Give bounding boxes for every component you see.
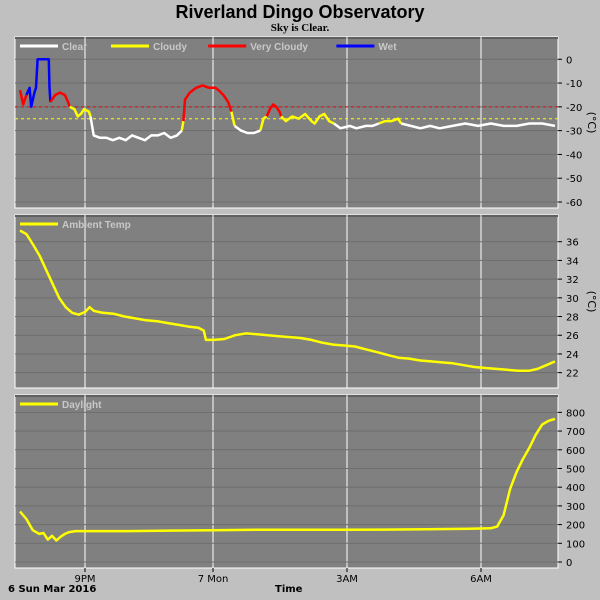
daylight-line-0	[19, 417, 556, 542]
sky-temperature-line-0	[18, 89, 28, 106]
ambient-temperature-ytick-label-3: 30	[566, 294, 579, 305]
ambient-temperature-ytick-label-1: 34	[566, 256, 579, 267]
sky-temperature-line-3	[69, 105, 92, 118]
ambient-temperature-ytick-label-5: 26	[566, 331, 579, 342]
ambient-temperature-ytick-label-2: 32	[566, 275, 579, 286]
sky-temperature-line-8	[233, 124, 261, 135]
sky-temperature-line-2	[49, 91, 71, 108]
daylight-ytick-label-4: 400	[566, 483, 585, 494]
ambient-temperature-plot-area	[14, 214, 559, 389]
daylight-ytick-label-3: 500	[566, 464, 585, 475]
sky-temperature-ytick-label-0: 0	[566, 55, 572, 66]
daylight-plot-border	[15, 395, 558, 397]
ambient-temperature-plot-border	[15, 215, 558, 217]
daylight-ytick-label-7: 100	[566, 539, 585, 550]
sky-temperature-legend-label-1: Cloudy	[153, 42, 187, 53]
daylight-legend-label-0: Daylight	[62, 400, 102, 411]
x-axis-label: Time	[275, 584, 303, 595]
page-subtitle: Sky is Clear.	[270, 22, 330, 34]
ambient-temperature-legend-label-0: Ambient Temp	[62, 220, 131, 231]
sky-temperature-ytick-label-4: -40	[566, 150, 582, 161]
sky-temperature-unit-label: (°C)	[585, 112, 598, 134]
ambient-temperature-ytick-label-0: 36	[566, 238, 579, 249]
sky-temperature-plot-area	[14, 36, 559, 209]
sky-temperature-line-10	[265, 103, 283, 117]
daylight-ytick-label-1: 700	[566, 427, 585, 438]
sky-temperature-legend-label-0: Clear	[62, 42, 87, 53]
sky-temperature-line-5	[180, 120, 185, 131]
ambient-temperature-ytick-label-4: 28	[566, 313, 579, 324]
footer-date: 6 Sun Mar 2016	[8, 584, 97, 595]
x-tick-label-2: 3AM	[336, 574, 358, 585]
x-tick-label-0: 9PM	[74, 574, 95, 585]
sky-temperature-plot-border	[15, 37, 558, 39]
x-tick-label-1: 7 Mon	[198, 574, 229, 585]
sky-temperature-line-4	[89, 116, 183, 142]
sky-temperature-line-1	[25, 58, 52, 109]
page-title: Riverland Dingo Observatory	[175, 2, 425, 22]
ambient-temperature-line-0	[19, 229, 556, 373]
sky-temperature-line-6	[182, 84, 233, 122]
sky-temperature-ytick-label-6: -60	[566, 198, 582, 209]
sky-temperature-line-14	[400, 122, 556, 130]
ambient-temperature-ytick-label-7: 22	[566, 369, 579, 380]
ambient-temperature-unit-label: (°C)	[585, 291, 598, 313]
daylight-ytick-label-2: 600	[566, 446, 585, 457]
sky-temperature-legend-label-2: Very Cloudy	[250, 42, 308, 53]
x-tick-label-3: 6AM	[470, 574, 492, 585]
sky-temperature-line-12	[333, 122, 380, 130]
sky-temperature-line-13	[378, 117, 403, 125]
daylight-plot-area	[14, 394, 559, 569]
daylight-ytick-label-6: 200	[566, 521, 585, 532]
daylight-ytick-label-0: 800	[566, 408, 585, 419]
sky-temperature-line-11	[280, 112, 335, 125]
daylight-ytick-label-8: 0	[566, 558, 572, 569]
sky-temperature-ytick-label-3: -30	[566, 127, 582, 138]
sky-temperature-ytick-label-1: -10	[566, 79, 582, 90]
ambient-temperature-ytick-label-6: 24	[566, 350, 579, 361]
sky-temperature-ytick-label-5: -50	[566, 174, 582, 185]
daylight-ytick-label-5: 300	[566, 502, 585, 513]
sky-temperature-ytick-label-2: -20	[566, 103, 582, 114]
sky-temperature-line-9	[259, 115, 268, 131]
sky-temperature-legend-label-3: Wet	[378, 42, 397, 53]
sky-temperature-line-7	[230, 111, 236, 127]
